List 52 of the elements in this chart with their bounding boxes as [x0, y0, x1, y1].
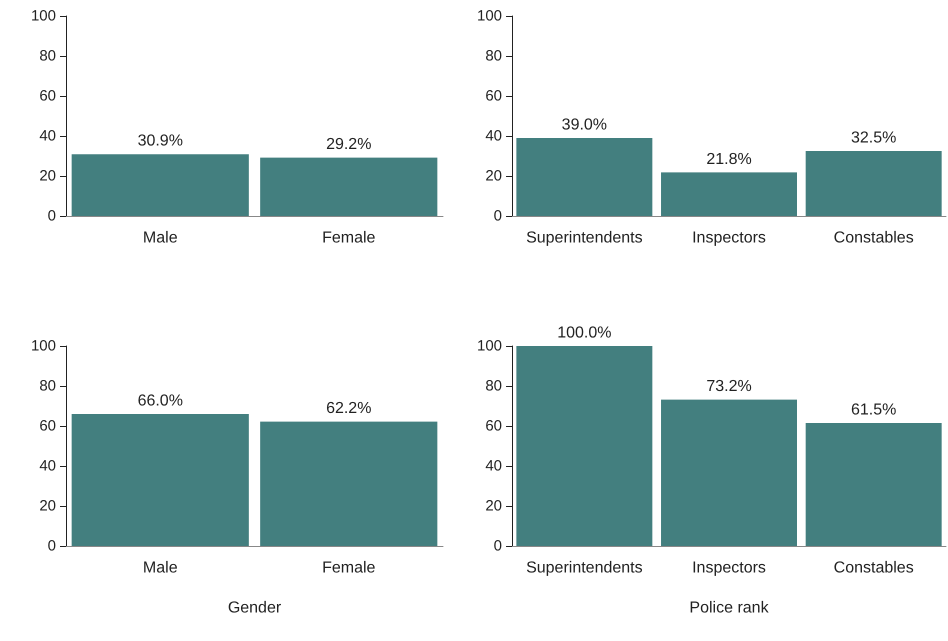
y-tick-label: 40 — [485, 458, 502, 474]
x-tick-label: Superintendents — [526, 230, 643, 246]
y-tick-label: 100 — [476, 338, 502, 354]
y-tick-label: 0 — [494, 208, 502, 224]
y-tick-label: 20 — [485, 498, 502, 514]
x-tick-label: Constables — [834, 230, 914, 246]
y-tick-label: 0 — [494, 538, 502, 554]
y-tick-label: 60 — [39, 88, 56, 104]
x-axis-title: Gender — [228, 600, 282, 616]
y-tick-label: 20 — [39, 168, 56, 184]
data-label: 29.2% — [326, 136, 372, 154]
bar — [806, 151, 942, 216]
data-label: 100.0% — [557, 324, 612, 342]
y-tick-label: 40 — [39, 458, 56, 474]
y-tick-label: 0 — [48, 538, 56, 554]
bar — [661, 172, 798, 216]
bar — [661, 400, 798, 546]
x-tick-label: Inspectors — [692, 560, 766, 576]
data-label: 62.2% — [326, 400, 372, 418]
y-tick-label: 80 — [39, 48, 56, 64]
x-tick-label: Superintendents — [526, 560, 643, 576]
x-tick-label: Male — [142, 230, 178, 246]
data-label: 30.9% — [138, 132, 183, 150]
y-tick-label: 100 — [30, 338, 56, 354]
bar — [516, 138, 652, 216]
x-tick-label: Male — [142, 560, 178, 576]
y-tick-label: 60 — [485, 88, 502, 104]
x-tick-label: Female — [322, 560, 376, 576]
y-tick-label: 80 — [485, 378, 502, 394]
x-tick-label: Constables — [834, 560, 914, 576]
y-tick-label: 40 — [485, 128, 502, 144]
bar — [806, 423, 942, 546]
y-tick-label: 0 — [48, 208, 56, 224]
y-tick-label: 60 — [485, 418, 502, 434]
y-tick-label: 100 — [30, 8, 56, 24]
y-tick-label: 100 — [476, 8, 502, 24]
data-label: 73.2% — [706, 378, 752, 396]
y-tick-label: 40 — [39, 128, 56, 144]
data-label: 66.0% — [138, 392, 183, 410]
x-axis-title: Police rank — [689, 600, 770, 616]
data-label: 39.0% — [562, 116, 608, 134]
y-tick-label: 20 — [485, 168, 502, 184]
data-label: 61.5% — [850, 402, 896, 418]
data-label: 21.8% — [706, 150, 752, 168]
x-tick-label: Inspectors — [692, 230, 766, 246]
y-tick-label: 20 — [39, 498, 56, 514]
y-tick-label: 80 — [485, 48, 502, 64]
x-tick-label: Female — [322, 230, 376, 246]
bar — [516, 346, 652, 546]
data-label: 32.5% — [850, 130, 896, 146]
y-tick-label: 60 — [39, 418, 56, 434]
y-tick-label: 80 — [39, 378, 56, 394]
